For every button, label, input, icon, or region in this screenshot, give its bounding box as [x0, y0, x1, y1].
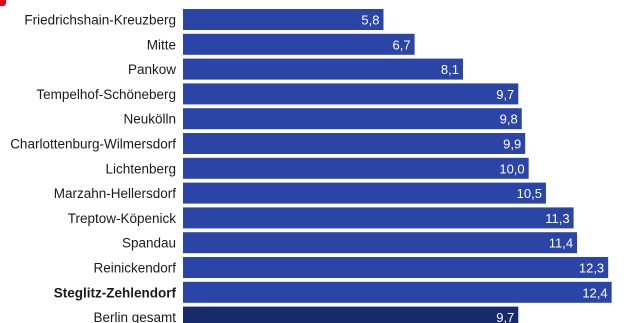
value-label-treptow-koepenick: 11,3 [545, 211, 569, 226]
bar-lichtenberg [183, 157, 529, 179]
bar-marzahn-hellersdorf [183, 182, 546, 204]
value-label-neukoelln: 9,8 [500, 112, 518, 127]
bar-friedrichshain-kreuzberg [183, 9, 384, 30]
value-label-reinickendorf: 12,3 [579, 261, 604, 276]
value-labels: 5,8 6,7 8,1 9,7 9,8 9,9 10,0 10,511,3 11,4 12,3 12… [361, 13, 607, 323]
category-labels: Friedrichshain-Kreuzberg Mitte Pankow Tempe… [10, 13, 176, 323]
brand-corner-mark [0, 0, 6, 6]
category-label-treptow-koepenick: Treptow-Köpenick [68, 211, 177, 226]
value-label-lichtenberg: 10,0 [499, 161, 524, 176]
value-label-charlottenburg-wilmersdorf: 9,9 [503, 137, 521, 152]
category-label-mitte: Mitte [147, 37, 176, 52]
bar-charlottenburg-wilmersdorf [183, 133, 526, 154]
category-label-lichtenberg: Lichtenberg [105, 161, 176, 176]
bar-steglitz-zehlendorf [183, 281, 612, 303]
bar-treptow-koepenick [183, 207, 574, 229]
category-label-tempelhof-schoeneberg: Tempelhof-Schöneberg [36, 87, 176, 102]
value-label-steglitz-zehlendorf: 12,4 [582, 285, 607, 300]
value-label-pankow: 8,1 [441, 62, 459, 77]
value-label-tempelhof-schoeneberg: 9,7 [496, 87, 514, 102]
bar-spandau [183, 232, 578, 254]
category-label-friedrichshain-kreuzberg: Friedrichshain-Kreuzberg [24, 13, 176, 28]
value-label-berlin-gesamt: 9,7 [496, 310, 514, 323]
bars [183, 9, 612, 323]
category-label-pankow: Pankow [128, 62, 176, 77]
category-label-berlin-gesamt: Berlin gesamt [93, 310, 176, 323]
bar-neukoelln [183, 108, 522, 130]
bar-berlin-gesamt [183, 306, 519, 323]
value-label-mitte: 6,7 [393, 37, 411, 52]
category-label-spandau: Spandau [122, 236, 176, 251]
bar-pankow [183, 58, 463, 80]
value-label-spandau: 11,4 [549, 236, 573, 251]
category-label-charlottenburg-wilmersdorf: Charlottenburg-Wilmersdorf [10, 137, 176, 152]
value-label-friedrichshain-kreuzberg: 5,8 [361, 13, 379, 28]
bar-mitte [183, 33, 415, 55]
category-label-reinickendorf: Reinickendorf [93, 261, 176, 276]
bar-reinickendorf [183, 257, 609, 278]
category-label-marzahn-hellersdorf: Marzahn-Hellersdorf [54, 186, 177, 201]
value-label-marzahn-hellersdorf: 10,5 [517, 186, 542, 201]
category-label-steglitz-zehlendorf: Steglitz-Zehlendorf [54, 285, 177, 300]
bar-tempelhof-schoeneberg [183, 83, 519, 105]
category-label-neukoelln: Neukölln [123, 112, 176, 127]
